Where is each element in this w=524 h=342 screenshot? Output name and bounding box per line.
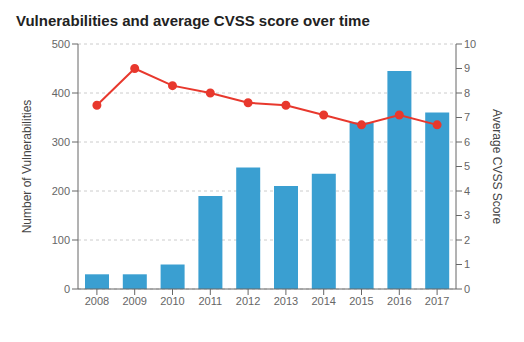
svg-text:2016: 2016	[387, 295, 411, 307]
svg-text:Number of Vulnerabilities: Number of Vulnerabilities	[20, 100, 34, 234]
svg-text:2012: 2012	[236, 295, 260, 307]
html-text:Vulnerabilities and average CV: Vulnerabilities and average CVSS score o…	[16, 12, 370, 29]
svg-text:2010: 2010	[160, 295, 184, 307]
svg-text:500: 500	[52, 38, 70, 50]
svg-text:2013: 2013	[274, 295, 298, 307]
svg-text:300: 300	[52, 136, 70, 148]
svg-text:7: 7	[464, 111, 470, 123]
svg-text:2008: 2008	[85, 295, 109, 307]
svg-text:10: 10	[464, 38, 476, 50]
svg-text:2: 2	[464, 234, 470, 246]
svg-text:2014: 2014	[311, 295, 335, 307]
svg-text:200: 200	[52, 185, 70, 197]
svg-text:8: 8	[464, 87, 470, 99]
svg-text:100: 100	[52, 234, 70, 246]
svg-text:4: 4	[464, 185, 470, 197]
svg-text:2017: 2017	[425, 295, 449, 307]
svg-text:6: 6	[464, 136, 470, 148]
svg-text:0: 0	[464, 283, 470, 295]
svg-text:1: 1	[464, 258, 470, 270]
svg-text:9: 9	[464, 62, 470, 74]
svg-text:5: 5	[464, 160, 470, 172]
svg-text:2011: 2011	[198, 295, 222, 307]
svg-text:2009: 2009	[122, 295, 146, 307]
svg-text:Average CVSS Score: Average CVSS Score	[490, 109, 504, 224]
svg-text:2015: 2015	[349, 295, 373, 307]
svg-text:0: 0	[64, 283, 70, 295]
svg-text:3: 3	[464, 209, 470, 221]
svg-text:400: 400	[52, 87, 70, 99]
